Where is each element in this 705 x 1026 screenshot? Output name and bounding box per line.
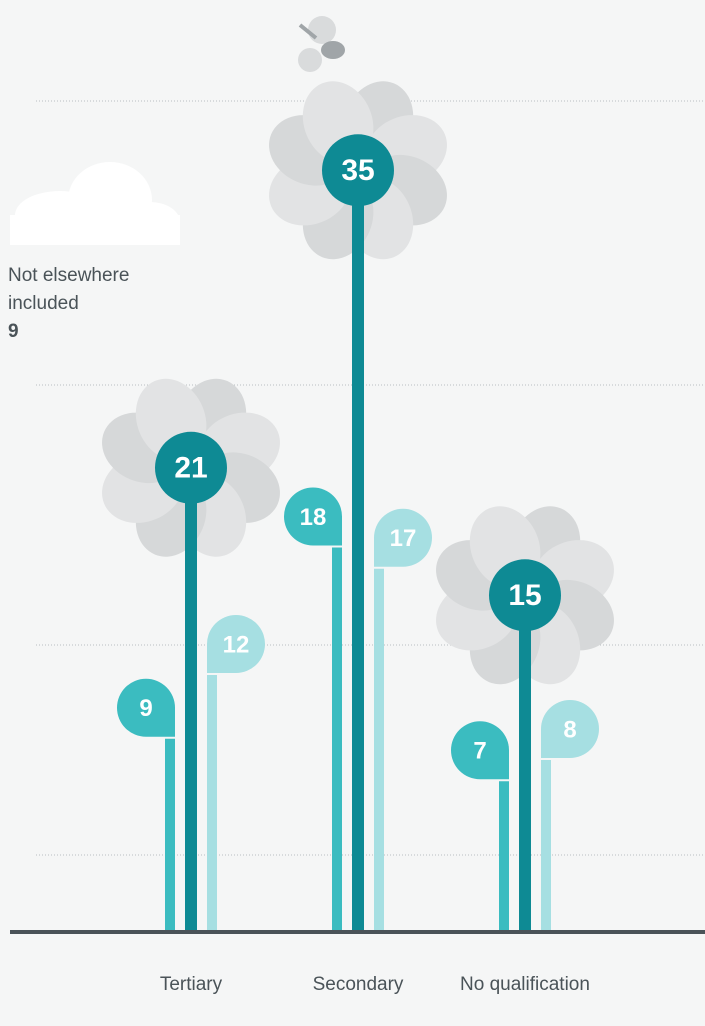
value-label: 35 — [341, 154, 374, 187]
bee — [298, 16, 345, 72]
x-tick-label: Secondary — [313, 974, 404, 995]
chart: Tertiary Secondary No qualification 9 18 7 21 3… — [0, 0, 705, 1026]
value-label: 15 — [508, 579, 541, 612]
value-label: 8 — [563, 716, 576, 743]
value-label: 12 — [223, 631, 250, 658]
value-label: 9 — [139, 695, 152, 722]
value-label: 18 — [300, 504, 327, 531]
annotation-value: 9 — [8, 318, 178, 346]
value-label: 17 — [390, 525, 417, 552]
stem — [499, 781, 509, 930]
stem — [207, 675, 217, 930]
stem — [519, 611, 531, 930]
stem — [165, 739, 175, 930]
x-tick-label: Tertiary — [160, 974, 223, 995]
x-tick-label: No qualification — [460, 974, 590, 995]
page: Tertiary Secondary No qualification 9 18 7 21 3… — [0, 0, 705, 1026]
stem — [332, 548, 342, 931]
annotation-text: Not elsewhere included — [8, 265, 129, 314]
stem — [374, 569, 384, 930]
value-label: 21 — [174, 452, 207, 485]
annotation: Not elsewhere included 9 — [8, 262, 178, 346]
stem — [352, 186, 364, 930]
stem — [541, 760, 551, 930]
stem — [185, 484, 197, 930]
value-label: 7 — [473, 738, 486, 765]
cloud — [10, 162, 180, 245]
